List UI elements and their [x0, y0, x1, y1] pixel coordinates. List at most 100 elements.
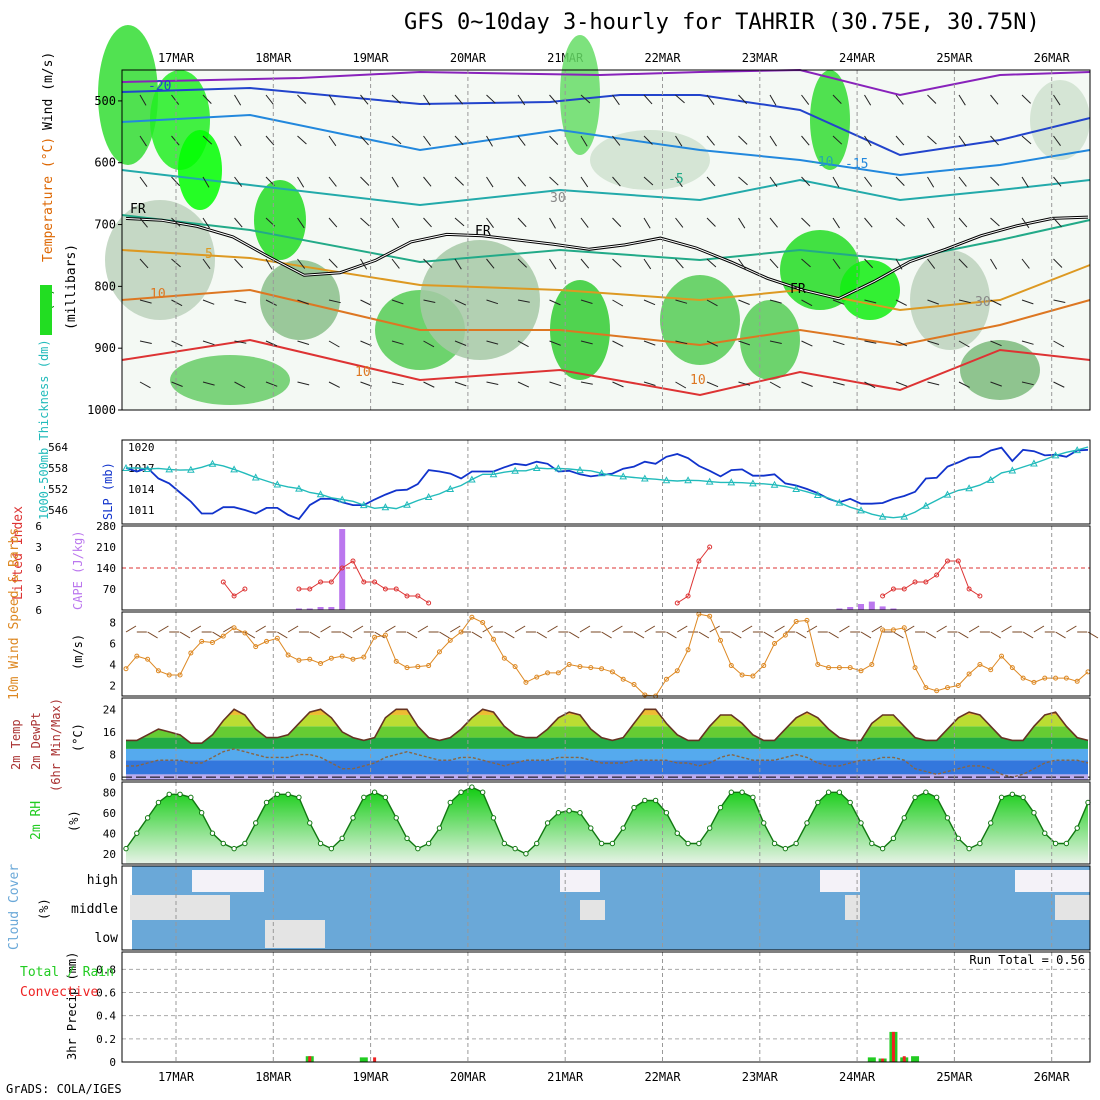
thickness-marker — [230, 465, 238, 473]
wind-speed-marker — [620, 676, 626, 682]
wind-barb — [549, 135, 559, 145]
wind-barb — [549, 176, 559, 186]
wind-barb — [320, 625, 331, 633]
wind-barb — [741, 625, 753, 633]
wind-barb — [1021, 135, 1032, 145]
wind-speed-marker — [155, 668, 161, 674]
rh-marker — [371, 789, 378, 795]
rh-shading — [910, 250, 990, 350]
wind-barb — [1053, 217, 1062, 228]
wind-barb — [328, 299, 341, 304]
rh-marker — [598, 840, 605, 847]
wind-speed-marker — [480, 620, 486, 625]
rh-marker — [933, 794, 940, 801]
rh-marker — [944, 815, 951, 821]
cape-bar — [847, 607, 854, 610]
rh-tick-label: 40 — [103, 827, 116, 840]
wind-barb — [612, 135, 621, 146]
wind-barb — [328, 176, 337, 187]
rh-marker — [469, 784, 475, 790]
wind-barb — [265, 381, 278, 387]
wind10m-axis-label: 10m Wind Speed & Barbs — [7, 528, 22, 700]
rh-shading — [98, 25, 158, 165]
wind-barb — [832, 340, 845, 346]
wind-barb — [486, 299, 499, 305]
rh-marker — [177, 791, 183, 797]
wind-barb — [958, 217, 968, 228]
wind-speed-marker — [772, 641, 778, 646]
wind-barb — [423, 135, 431, 147]
thickness-marker — [878, 512, 887, 520]
wind-barb — [360, 381, 372, 387]
wind-barb — [738, 340, 751, 346]
wind-barb — [417, 625, 429, 633]
wind-barb — [454, 258, 462, 270]
wind-speed-marker — [577, 664, 583, 670]
wind-barb — [927, 340, 940, 345]
cape-bar — [858, 604, 865, 610]
wind-barb — [202, 258, 211, 270]
top-date-label: 18MAR — [255, 51, 292, 65]
lifted-index-marker — [696, 558, 702, 564]
wind-barb — [147, 631, 158, 639]
wind-barb — [486, 381, 499, 385]
rh-marker — [674, 830, 680, 836]
wind-barb — [895, 135, 905, 146]
lifted-index-marker — [934, 572, 940, 578]
wind-barb — [864, 340, 877, 344]
wind-speed-marker — [296, 657, 302, 663]
thickness-marker — [792, 484, 800, 492]
wind-speed-marker — [253, 644, 259, 650]
lifted-index-marker — [426, 600, 432, 606]
rh-marker — [382, 794, 389, 801]
thickness-marker — [122, 463, 130, 471]
rh-marker — [328, 845, 335, 852]
wind-barb — [486, 340, 499, 345]
wind-barb — [801, 381, 813, 387]
wind-barb — [709, 625, 720, 633]
wind-barb — [698, 631, 710, 639]
wind-barb — [612, 258, 622, 268]
thickness-marker — [813, 490, 822, 498]
lifted-index-marker — [339, 565, 345, 571]
rh-marker — [458, 789, 464, 795]
wind-barb — [958, 631, 969, 639]
wind-speed-marker — [890, 627, 896, 633]
wind-barb — [549, 381, 562, 387]
wind-speed-marker — [804, 617, 810, 623]
wind-barb — [990, 135, 999, 146]
wind-barb — [297, 381, 310, 386]
rh-marker — [858, 820, 864, 826]
rh-marker — [1042, 830, 1048, 836]
wind-barb — [795, 631, 807, 639]
contour-label: 10 — [150, 287, 166, 302]
top-date-label: 19MAR — [353, 51, 390, 65]
precip-panel — [121, 951, 1091, 1063]
wind-barb — [769, 217, 778, 228]
wind-barb — [328, 340, 340, 348]
bottom-date-label: 19MAR — [353, 1070, 390, 1084]
wind-barb — [1022, 631, 1034, 639]
top-date-label: 22MAR — [644, 51, 681, 65]
wind-barb — [234, 135, 242, 147]
thickness-line — [126, 446, 1089, 519]
temp-unit-label: (°C) — [71, 723, 85, 752]
wind-speed-marker — [285, 652, 291, 658]
wind-speed-marker — [685, 647, 691, 653]
wind-barb — [486, 258, 495, 269]
wind-barb — [1021, 258, 1030, 269]
wind-speed-marker — [631, 681, 637, 687]
wind-barb — [391, 258, 400, 269]
rh-marker — [782, 845, 789, 852]
wind-barb — [801, 258, 811, 268]
wind-barb — [202, 94, 212, 104]
thickness-marker — [965, 484, 973, 492]
rh-marker — [134, 830, 140, 836]
lifted-index-line — [882, 560, 981, 597]
wind-barb — [675, 217, 684, 228]
wind-barb — [309, 631, 321, 639]
lifted-tick-label: 3 — [35, 541, 42, 554]
wind-barb — [990, 340, 1002, 347]
wind-barb — [297, 299, 309, 305]
lifted-index-marker — [350, 558, 356, 564]
